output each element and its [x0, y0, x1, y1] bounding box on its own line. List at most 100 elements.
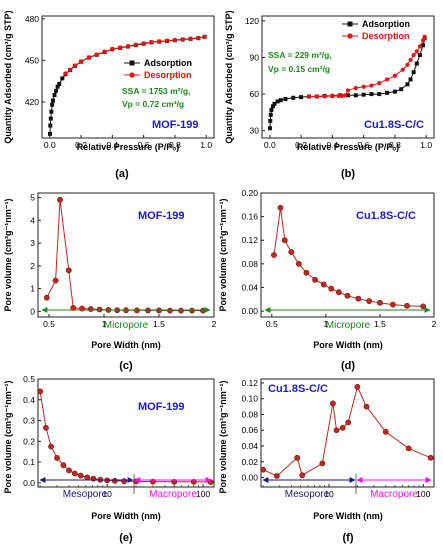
- data-point: [345, 419, 352, 426]
- data-point: [414, 61, 419, 66]
- y-tick-label: 0.2: [23, 436, 35, 446]
- y-tick-label: 0.08: [241, 409, 258, 419]
- data-point: [366, 298, 373, 304]
- mesopore-label: Mesopore: [285, 489, 330, 500]
- y-tick-label: 0.5: [23, 374, 35, 384]
- data-point: [420, 38, 426, 43]
- data-point: [385, 90, 390, 95]
- plot-frame: [37, 378, 215, 488]
- y-ticks: 0.00 0.04 0.08 0.12 0.16 0.20: [241, 188, 264, 316]
- legend-marker-adsorption: [347, 21, 353, 27]
- data-point: [295, 260, 302, 267]
- panel-caption: (d): [341, 360, 355, 372]
- data-point: [118, 45, 123, 50]
- y-tick-label: 450: [25, 55, 39, 65]
- panel-b: 30 60 90 120 0.0 0.2 0.4 0.6 0.8 1.0 Relative Pr…: [224, 10, 435, 180]
- data-point: [57, 196, 63, 203]
- data-point: [314, 94, 319, 99]
- data-point: [133, 42, 138, 47]
- x-tick-label: 1.0: [420, 140, 432, 150]
- data-point: [346, 93, 350, 98]
- data-point: [384, 77, 390, 82]
- legend-label-desorption: Desorption: [144, 70, 192, 80]
- x-tick-label: 2: [432, 319, 437, 329]
- legend-marker-desorption: [129, 72, 135, 78]
- data-point: [392, 89, 397, 94]
- data-point: [404, 302, 410, 309]
- data-point: [400, 67, 405, 72]
- y-axis-label: Pore volume (cm³g⁻¹nm⁻¹): [3, 380, 13, 493]
- data-point: [87, 306, 94, 312]
- data-point: [411, 52, 416, 58]
- data-point: [267, 126, 272, 131]
- series-layer: [47, 34, 207, 136]
- panel-e: 0.0 0.1 0.2 0.3 0.4 0.5 10 100 Mesopore Macrop…: [3, 374, 215, 544]
- data-point: [178, 307, 184, 314]
- data-point: [86, 55, 92, 60]
- y-ticks: 0.0 0.1 0.2 0.3 0.4 0.5: [23, 374, 41, 488]
- panel-c: 0 1 2 3 4 5 0.5 1 1.5 2 Micropore Pore Width (nm…: [3, 192, 217, 372]
- data-point: [405, 82, 410, 87]
- data-point: [342, 93, 347, 98]
- x-tick-label: 0.4: [106, 140, 118, 150]
- series-layer: [37, 388, 214, 485]
- y-tick-label: 420: [25, 97, 39, 107]
- panel-caption: (a): [115, 168, 129, 180]
- legend-label-desorption: Desorption: [362, 31, 410, 41]
- x-axis-label: Relative Pressure (P/Pₒ): [297, 142, 399, 152]
- y-tick-label: 0.08: [241, 259, 258, 269]
- plot-frame: [41, 15, 215, 139]
- panel-caption: (f): [343, 532, 354, 544]
- data-point: [65, 267, 72, 274]
- data-point: [405, 445, 412, 452]
- x-ticks: 10 100: [39, 484, 210, 499]
- micropore-label: Micropore: [326, 320, 371, 331]
- y-tick-label: 0: [30, 306, 35, 316]
- x-tick-label: 0.0: [44, 140, 56, 150]
- data-point: [277, 204, 284, 211]
- y-tick-label: 0.12: [241, 235, 258, 245]
- data-point: [149, 39, 154, 45]
- x-tick-label: 0.8: [169, 140, 181, 150]
- data-point: [329, 400, 336, 407]
- x-tick-label: 100: [196, 489, 210, 499]
- panel-caption: (c): [119, 360, 133, 372]
- data-point: [200, 307, 206, 314]
- data-point: [90, 475, 97, 482]
- x-tick-label: 1.5: [374, 319, 386, 329]
- y-tick-label: 0.3: [23, 416, 35, 426]
- data-point: [414, 49, 419, 54]
- data-point: [43, 424, 49, 431]
- y-tick-label: 3: [30, 238, 35, 248]
- panel-a: 420 450 480 0.0 0.2 0.4 0.6 0.8 1.0 Relative Pr…: [3, 10, 215, 180]
- y-tick-label: 480: [25, 14, 39, 24]
- data-point: [281, 237, 288, 244]
- data-point: [319, 460, 326, 467]
- data-point: [50, 102, 55, 107]
- series-layer: [267, 34, 427, 131]
- data-point: [102, 49, 107, 54]
- x-axis-label: Pore Width (nm): [91, 511, 160, 521]
- panel-f: 0.00 0.02 0.04 0.06 0.08 0.10 0.12 10 100 Mesop…: [218, 378, 435, 544]
- data-point: [52, 93, 57, 98]
- x-axis-label: Relative Pressure (P/P₀): [77, 142, 180, 152]
- data-point: [278, 98, 283, 103]
- vp-text: Vp = 0.15 cm³/g: [268, 64, 330, 74]
- data-point: [271, 252, 277, 258]
- data-point: [294, 454, 301, 461]
- data-point: [48, 443, 54, 450]
- y-tick-label: 0.4: [23, 395, 35, 405]
- x-tick-label: 1: [324, 319, 329, 329]
- data-point: [303, 269, 310, 276]
- data-point: [377, 299, 383, 306]
- y-tick-label: 0.10: [241, 394, 258, 404]
- data-point: [355, 295, 362, 302]
- data-point: [392, 73, 398, 78]
- y-ticks: 30 60 90 120: [245, 16, 265, 136]
- data-point: [399, 87, 404, 92]
- y-axis-label: Pore volume (cm³g⁻¹nm⁻¹): [3, 198, 13, 311]
- data-point: [48, 123, 53, 128]
- data-point: [268, 118, 273, 123]
- data-point: [196, 35, 201, 41]
- x-tick-label: 0.5: [266, 319, 278, 329]
